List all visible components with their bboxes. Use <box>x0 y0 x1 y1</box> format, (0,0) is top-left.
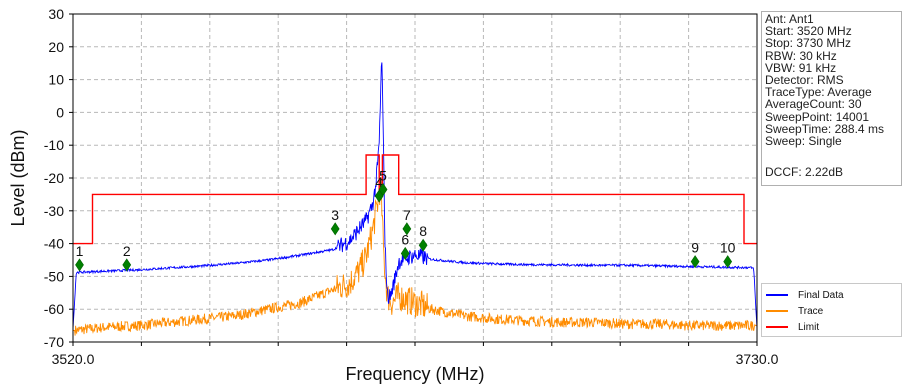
marker-8-label: 8 <box>419 223 427 239</box>
y-tick-label: 30 <box>48 6 64 22</box>
marker-7-diamond <box>402 222 412 236</box>
y-tick-label: 10 <box>48 72 64 88</box>
legend-item-final-data: Final Data <box>766 287 897 303</box>
marker-9-diamond <box>690 255 700 269</box>
y-axis-ticks: -70 -60 -50 -40 -30 -20 -10 0 10 20 30 <box>44 6 73 350</box>
measurement-info-panel: Ant: Ant1 Start: 3520 MHz Stop: 3730 MHz… <box>761 11 902 186</box>
info-vbw: VBW: 91 kHz <box>765 60 837 75</box>
y-tick-label: 20 <box>48 39 64 55</box>
marker-8-diamond <box>418 238 428 252</box>
x-tick-label-start: 3520.0 <box>52 351 95 367</box>
marker-10-diamond <box>723 255 733 269</box>
markers-layer: 1 2 3 45 6 78 9 10 <box>75 167 736 272</box>
marker-2-label: 2 <box>123 243 131 259</box>
y-tick-label: -50 <box>44 268 64 284</box>
legend-label-limit: Limit <box>798 321 820 333</box>
legend-swatch-limit <box>766 326 788 328</box>
legend-label-final-data: Final Data <box>798 289 844 301</box>
marker-10-label: 10 <box>720 240 736 256</box>
chart-legend: Final Data Trace Limit <box>761 283 902 337</box>
info-sweep-point: SweepPoint: 14001 <box>765 109 870 124</box>
legend-item-trace: Trace <box>766 303 897 319</box>
y-tick-label: 0 <box>56 104 64 120</box>
series-line-final-data <box>72 62 758 329</box>
legend-swatch-trace <box>766 310 788 312</box>
y-tick-label: -60 <box>44 301 64 317</box>
y-tick-label: -20 <box>44 170 64 186</box>
marker-7-label: 7 <box>403 207 411 223</box>
y-tick-label: -30 <box>44 203 64 219</box>
grid-lines <box>73 13 757 343</box>
x-axis-label: Frequency (MHz) <box>345 364 484 384</box>
info-trace-type: TraceType: Average <box>765 85 872 100</box>
info-detector: Detector: RMS <box>765 72 844 87</box>
info-stop: Stop: 3730 MHz <box>765 36 852 51</box>
x-tick-label-end: 3730.0 <box>736 351 779 367</box>
info-average-count: AverageCount: 30 <box>765 97 862 112</box>
info-sweep-time: SweepTime: 288.4 ms <box>765 121 884 136</box>
y-axis-label: Level (dBm) <box>8 129 28 226</box>
marker-5-diamond <box>378 182 388 197</box>
series-line-trace <box>73 176 757 336</box>
y-tick-label: -40 <box>44 236 64 252</box>
legend-label-trace: Trace <box>798 305 824 317</box>
legend-swatch-final-data <box>766 294 788 296</box>
info-dccf: DCCF: 2.22dB <box>765 165 844 180</box>
marker-1-diamond <box>75 258 84 272</box>
x-axis-ticks: 3520.0 3730.0 <box>52 342 779 367</box>
y-tick-label: -10 <box>44 137 64 153</box>
marker-3-label: 3 <box>331 207 339 223</box>
marker-5-label: 5 <box>379 167 387 183</box>
info-start: Start: 3520 MHz <box>765 24 852 39</box>
marker-6-diamond <box>400 246 410 260</box>
marker-4-label: 4 <box>375 174 383 190</box>
marker-3-diamond <box>330 222 340 236</box>
info-sweep: Sweep: Single <box>765 133 842 148</box>
marker-6-label: 6 <box>401 231 409 247</box>
info-antenna: Ant: Ant1 <box>765 12 814 26</box>
marker-1-label: 1 <box>76 243 84 259</box>
info-spacer <box>765 147 898 166</box>
marker-2-diamond <box>122 258 132 272</box>
y-tick-label: -70 <box>44 334 64 350</box>
info-rbw: RBW: 30 kHz <box>765 48 837 63</box>
marker-9-label: 9 <box>691 240 699 256</box>
legend-item-limit: Limit <box>766 319 897 335</box>
